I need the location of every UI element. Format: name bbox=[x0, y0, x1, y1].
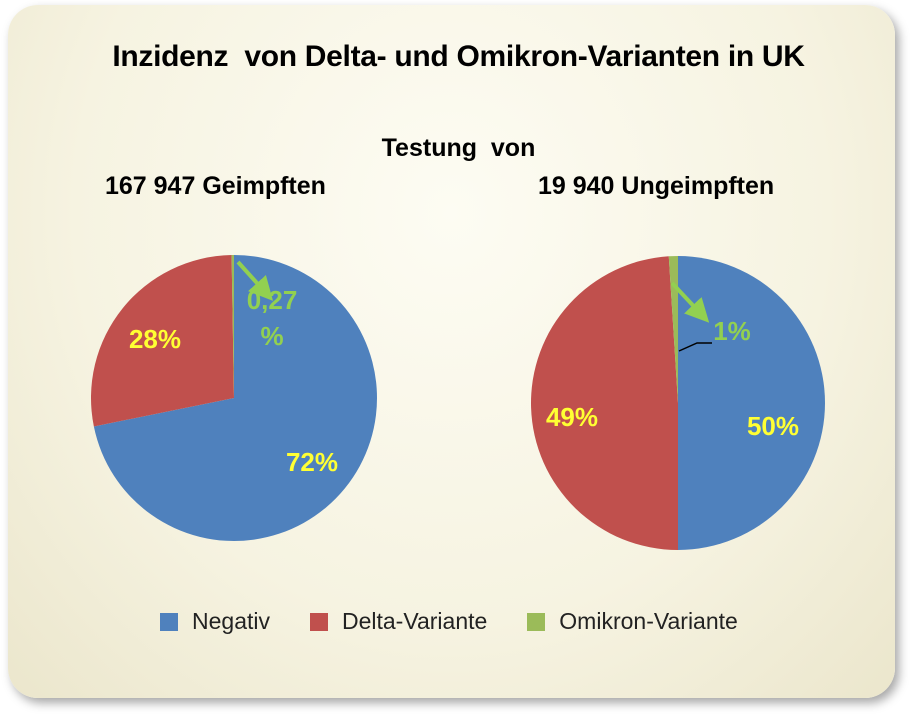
slice-label-omikron-variante: 0,27% bbox=[247, 285, 298, 351]
pie-geimpfte: 72% 28% 0,27% bbox=[91, 255, 377, 541]
legend-label-negativ: Negativ bbox=[192, 608, 270, 634]
legend-item-omikron: Omikron-Variante bbox=[527, 608, 738, 635]
omikron-arrow bbox=[670, 281, 710, 323]
slide-title: Inzidenz von Delta- und Omikron-Variante… bbox=[112, 40, 805, 73]
pie-slice-delta-variante bbox=[91, 255, 234, 427]
omikron-arrow bbox=[236, 260, 274, 301]
pie-slice-negativ bbox=[678, 256, 825, 550]
legend-swatch-negativ bbox=[160, 612, 178, 631]
chart-title-geimpfte: 167 947 Geimpften bbox=[105, 172, 326, 200]
pie-slice-negativ bbox=[93, 255, 377, 541]
legend-item-negativ: Negativ bbox=[160, 608, 270, 635]
slice-label-negativ: 72% bbox=[286, 447, 338, 477]
legend-label-omikron: Omikron-Variante bbox=[559, 608, 738, 634]
chart-title-ungeimpfte: 19 940 Ungeimpften bbox=[538, 172, 775, 200]
legend-swatch-omikron bbox=[527, 612, 546, 631]
leader-line bbox=[678, 342, 712, 352]
legend: Negativ Delta-Variante Omikron-Variante bbox=[160, 608, 778, 635]
pie-slice-omikron-variante bbox=[231, 255, 234, 398]
slice-label-negativ: 50% bbox=[747, 411, 799, 441]
slice-label-omikron-variante: 1% bbox=[713, 316, 751, 346]
slide-subtitle: Testung von bbox=[381, 134, 536, 162]
legend-item-delta: Delta-Variante bbox=[309, 608, 488, 635]
legend-label-delta: Delta-Variante bbox=[341, 608, 488, 634]
pie-slice-delta-variante bbox=[531, 256, 678, 550]
slice-label-delta-variante: 28% bbox=[129, 324, 181, 354]
pie-ungeimpfte: 50% 49% 1% bbox=[531, 256, 825, 550]
slice-label-delta-variante: 49% bbox=[546, 402, 598, 432]
pie-slice-omikron-variante bbox=[668, 256, 678, 403]
legend-swatch-delta bbox=[309, 612, 328, 631]
